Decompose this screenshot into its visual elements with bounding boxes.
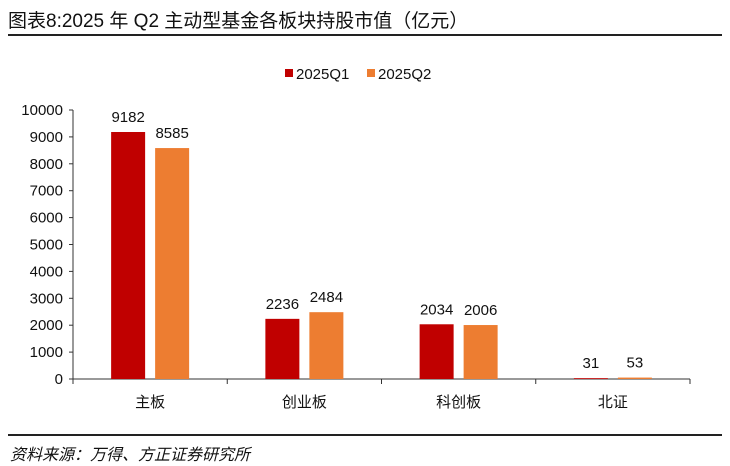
y-tick-label: 1000	[30, 344, 63, 361]
x-tick-label: 科创板	[436, 393, 481, 411]
legend-label: 2025Q1	[296, 66, 349, 83]
bar-2025q1	[573, 378, 608, 379]
data-label: 53	[627, 355, 644, 372]
bar-2025q2	[155, 148, 190, 379]
y-tick-label: 8000	[30, 156, 63, 173]
chart-title: 图表8:2025 年 Q2 主动型基金各板块持股市值（亿元）	[8, 11, 469, 32]
bar-2025q1	[111, 132, 146, 379]
data-label: 2484	[310, 289, 343, 306]
y-tick-label: 6000	[30, 210, 63, 227]
data-label: 8585	[155, 125, 188, 142]
y-tick-label: 0	[55, 371, 63, 388]
x-tick-label: 主板	[135, 393, 165, 411]
source-note: 资料来源：万得、方正证券研究所	[10, 445, 251, 464]
y-tick-label: 9000	[30, 129, 63, 146]
data-label: 2236	[266, 296, 299, 313]
data-label: 2034	[420, 301, 453, 318]
x-tick-label: 北证	[598, 394, 628, 411]
y-tick-label: 4000	[30, 263, 63, 280]
legend-label: 2025Q2	[378, 66, 431, 83]
bar-2025q1	[265, 318, 300, 379]
bar-2025q1	[419, 324, 454, 379]
data-label: 31	[583, 355, 600, 372]
legend-swatch	[285, 69, 293, 77]
bar-2025q2	[463, 325, 498, 379]
y-tick-label: 10000	[21, 102, 63, 119]
title-divider	[8, 34, 722, 36]
y-tick-label: 5000	[30, 237, 63, 254]
bar-2025q2	[617, 377, 652, 379]
y-tick-label: 7000	[30, 183, 63, 200]
x-tick-label: 创业板	[282, 393, 327, 411]
y-tick-label: 3000	[30, 290, 63, 307]
bar-2025q2	[309, 312, 344, 379]
source-divider	[8, 434, 722, 436]
data-label: 2006	[464, 302, 497, 319]
legend-swatch	[367, 69, 375, 77]
y-tick-label: 2000	[30, 317, 63, 334]
data-label: 9182	[111, 109, 144, 126]
